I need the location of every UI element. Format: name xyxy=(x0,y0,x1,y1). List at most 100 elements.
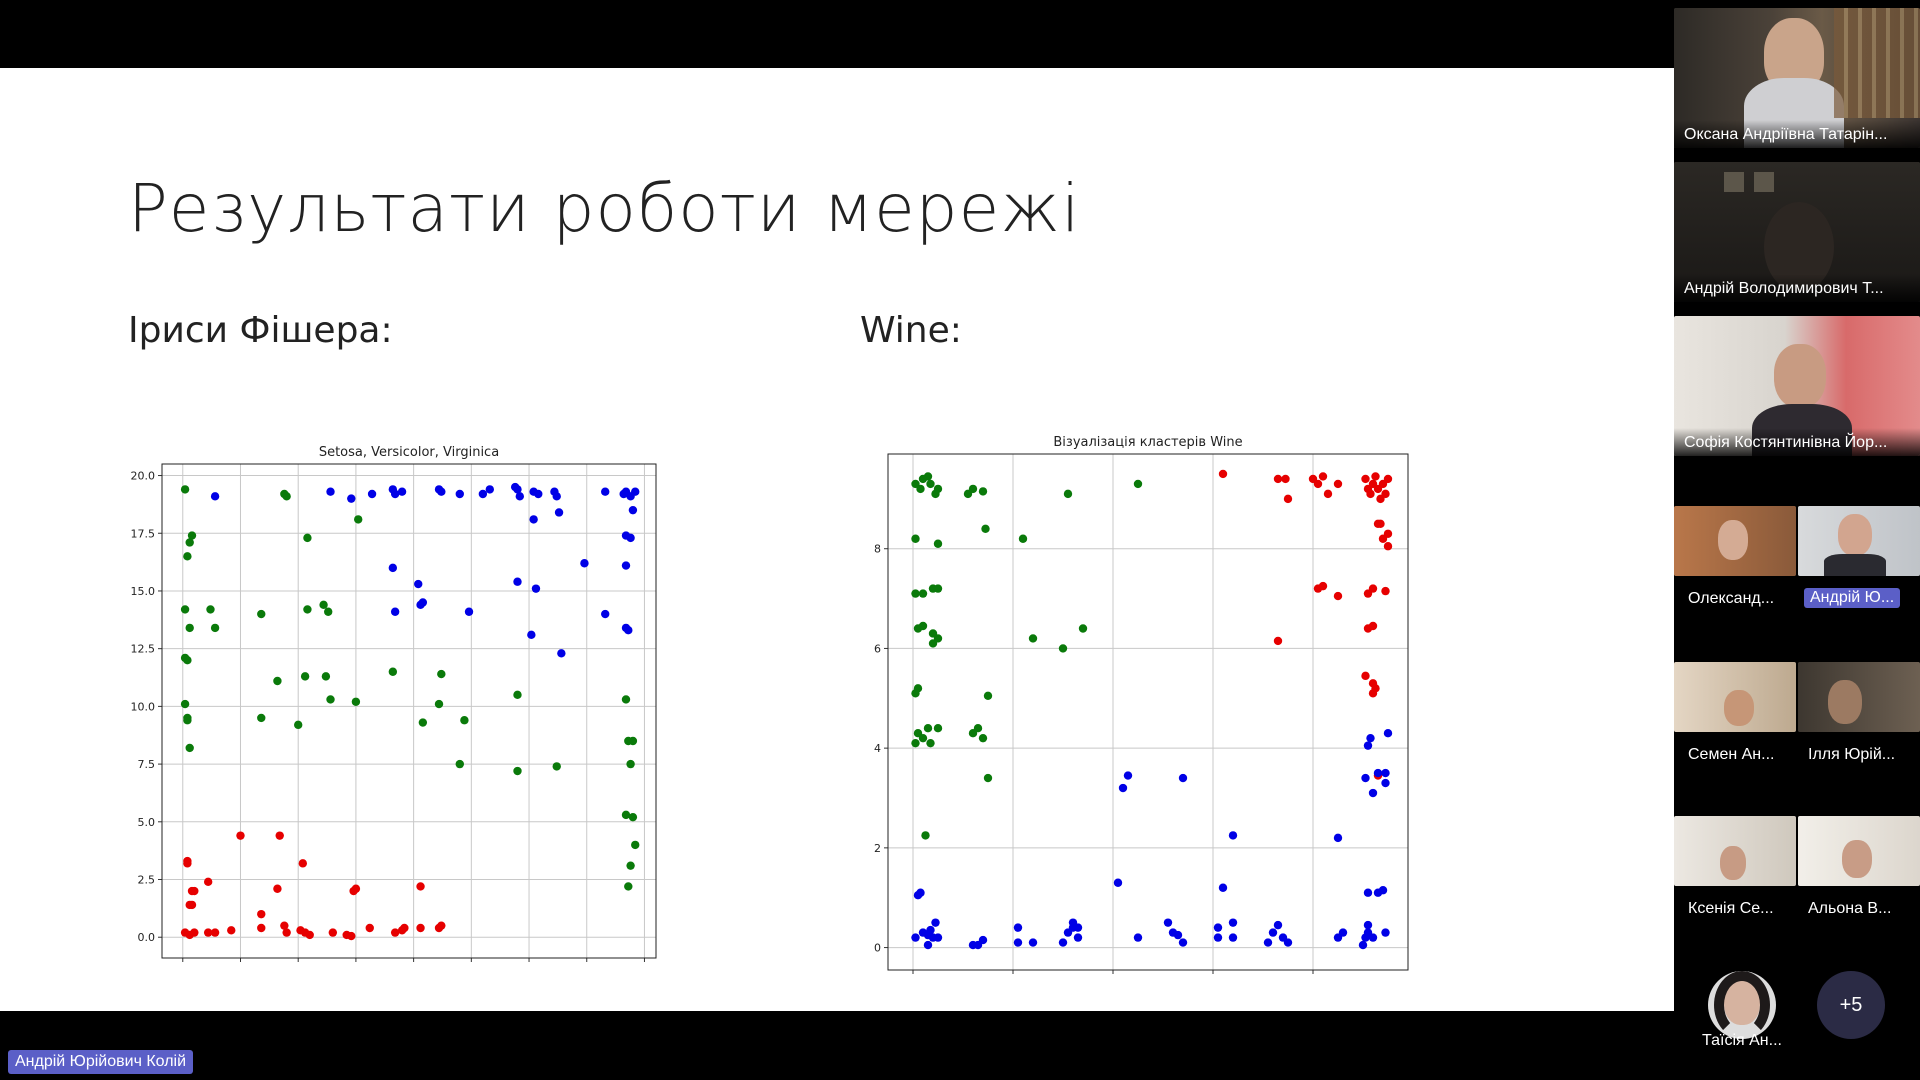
wall-frame xyxy=(1754,172,1774,192)
red-cluster-point xyxy=(183,859,192,868)
video-feed xyxy=(1798,816,1920,886)
red-cluster-point xyxy=(1273,474,1283,484)
participant-name: Ксенія Се... xyxy=(1688,900,1774,917)
green-cluster-point xyxy=(981,524,990,533)
green-cluster-point xyxy=(293,720,303,730)
blue-cluster-point xyxy=(534,489,543,499)
green-cluster-point xyxy=(187,531,197,540)
red-cluster-point xyxy=(187,900,197,910)
green-cluster-point xyxy=(621,695,631,704)
green-cluster-point xyxy=(926,479,935,489)
more-participants-button[interactable]: +5 xyxy=(1817,971,1885,1039)
blue-cluster-point xyxy=(347,494,356,503)
green-cluster-point xyxy=(437,669,446,679)
y-tick-label: 7.5 xyxy=(138,758,156,771)
video-feed xyxy=(1674,506,1796,576)
blue-cluster-point xyxy=(1368,933,1378,942)
green-cluster-point xyxy=(210,623,220,633)
green-cluster-point xyxy=(911,589,920,598)
blue-cluster-point xyxy=(1363,888,1373,897)
red-cluster-point xyxy=(1368,584,1378,593)
green-cluster-point xyxy=(388,667,398,676)
green-cluster-point xyxy=(552,762,561,771)
blue-cluster-point xyxy=(414,579,423,589)
red-cluster-point xyxy=(190,886,199,896)
y-tick-label: 0 xyxy=(874,942,881,955)
participant-name: Олександ... xyxy=(1688,590,1775,607)
blue-cluster-point xyxy=(1363,741,1373,750)
green-cluster-point xyxy=(933,724,943,733)
x-tick-label: 12.5 xyxy=(459,966,484,968)
blue-cluster-point xyxy=(1013,938,1023,947)
blue-cluster-point xyxy=(326,487,335,496)
red-cluster-point xyxy=(1361,474,1370,484)
green-cluster-point xyxy=(1018,534,1028,543)
participant-tile-1[interactable]: Оксана Андріївна Татарін... xyxy=(1674,8,1920,148)
red-cluster-point xyxy=(236,831,245,840)
participant-tile-4[interactable] xyxy=(1674,506,1796,576)
blue-cluster-point xyxy=(1363,920,1373,930)
red-cluster-point xyxy=(390,928,400,937)
participant-tile-5[interactable] xyxy=(1798,506,1920,576)
green-cluster-point xyxy=(1063,489,1073,499)
green-cluster-point xyxy=(300,672,310,681)
green-cluster-point xyxy=(180,605,190,614)
blue-cluster-point xyxy=(621,561,631,570)
blue-cluster-point xyxy=(478,489,488,499)
participant-avatar[interactable] xyxy=(1708,971,1776,1039)
green-cluster-point xyxy=(434,699,444,709)
green-cluster-point xyxy=(1028,634,1038,643)
person-silhouette xyxy=(1842,840,1872,878)
red-cluster-point xyxy=(1313,479,1323,489)
video-feed xyxy=(1798,506,1920,576)
person-silhouette xyxy=(1720,846,1746,880)
red-cluster-point xyxy=(282,928,291,937)
red-cluster-point xyxy=(190,928,199,937)
green-cluster-point xyxy=(918,733,928,743)
red-cluster-point xyxy=(1281,474,1290,484)
y-tick-label: 2.5 xyxy=(138,874,156,887)
y-tick-label: 8 xyxy=(874,543,881,556)
green-cluster-point xyxy=(326,695,335,704)
y-tick-label: 6 xyxy=(874,642,881,655)
green-cluster-point xyxy=(913,684,923,693)
green-cluster-point xyxy=(978,487,988,496)
blue-cluster-point xyxy=(1113,878,1123,887)
participant-tile-8[interactable] xyxy=(1674,816,1796,886)
green-cluster-point xyxy=(321,672,331,681)
slide-title: Результати роботи мережі xyxy=(128,170,1081,247)
blue-cluster-point xyxy=(1028,938,1038,947)
red-cluster-point xyxy=(328,928,338,937)
participant-tile-3[interactable]: Софія Костянтинівна Йор... xyxy=(1674,316,1920,456)
red-cluster-point xyxy=(203,928,213,937)
green-cluster-point xyxy=(624,882,633,891)
avatar-name: Таїсія Ан... xyxy=(1702,1032,1782,1049)
x-tick-label: 0.0 xyxy=(174,966,192,968)
red-cluster-point xyxy=(437,921,446,930)
participant-name: Ілля Юрій... xyxy=(1808,746,1896,763)
blue-cluster-point xyxy=(1283,938,1293,947)
green-cluster-point xyxy=(923,472,933,481)
blue-cluster-point xyxy=(1381,928,1390,937)
red-cluster-point xyxy=(416,882,425,891)
x-tick-label: 0 xyxy=(910,978,917,980)
red-cluster-point xyxy=(1368,621,1378,631)
blue-cluster-point xyxy=(1178,773,1188,783)
blue-cluster-point xyxy=(513,577,522,586)
green-cluster-point xyxy=(1058,644,1068,653)
blue-cluster-point xyxy=(1373,768,1383,778)
red-cluster-point xyxy=(1366,489,1375,499)
participant-tile-6[interactable] xyxy=(1674,662,1796,732)
green-cluster-point xyxy=(626,861,635,870)
red-cluster-point xyxy=(400,923,409,933)
presenter-name-label: Андрій Юрійович Колій xyxy=(8,1050,194,1074)
red-cluster-point xyxy=(298,859,308,868)
participant-tile-9[interactable] xyxy=(1798,816,1920,886)
red-cluster-point xyxy=(347,931,356,941)
participant-tile-7[interactable] xyxy=(1798,662,1920,732)
green-cluster-point xyxy=(257,609,266,619)
green-cluster-point xyxy=(933,539,943,548)
person-silhouette xyxy=(1724,690,1754,726)
participant-tile-2[interactable]: Андрій Володимирович Т... xyxy=(1674,162,1920,302)
